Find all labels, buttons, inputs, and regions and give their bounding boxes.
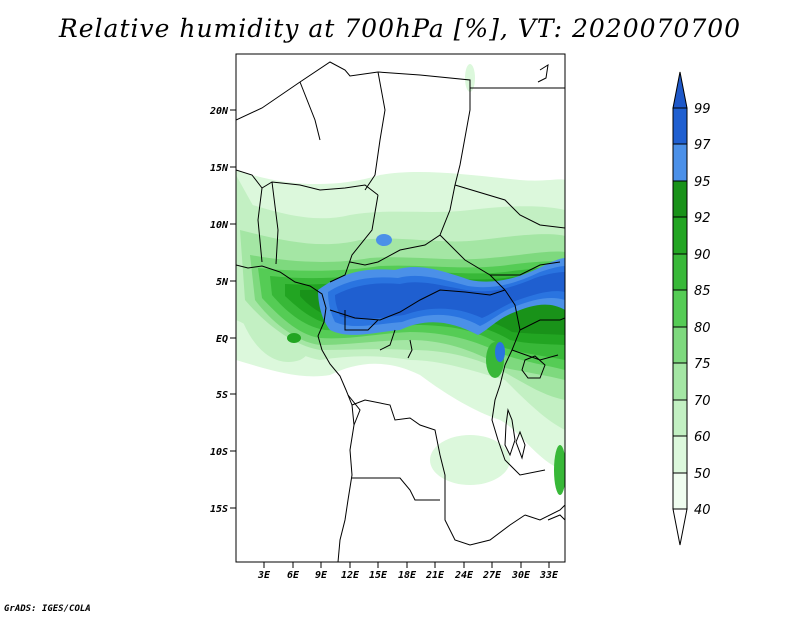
colorbar-bin-50-60 [672, 435, 688, 474]
lat-label-10s: 10S [210, 447, 228, 458]
lon-label-21e: 21E [425, 570, 445, 581]
map-title: Relative humidity at 700hPa [%], VT: 202… [58, 14, 742, 43]
lon-label-15e: 15E [369, 570, 388, 581]
colorbar-bin-95-97 [672, 143, 688, 182]
colorbar-label-97: 97 [694, 138, 711, 153]
lon-label-6e: 6E [287, 570, 300, 581]
lon-label-3e: 3E [257, 570, 271, 581]
colorbar-label-40: 40 [694, 503, 711, 518]
colorbar-label-99: 99 [694, 102, 711, 117]
colorbar-bin-60-70 [672, 399, 688, 437]
colorbar-label-50: 50 [694, 467, 711, 482]
colorbar-labels: 99 97 95 92 90 85 80 75 70 60 50 40 [694, 102, 711, 518]
colorbar-bin-90-92 [672, 216, 688, 255]
lat-label-15n: 15N [210, 163, 229, 174]
colorbar-label-90: 90 [694, 248, 711, 263]
colorbar-label-85: 85 [694, 284, 711, 299]
colorbar-bin-85-90 [672, 253, 688, 291]
lat-label-eq: EQ [216, 334, 228, 345]
lon-label-33e: 33E [539, 570, 559, 581]
colorbar-label-80: 80 [694, 321, 711, 336]
longitude-axis: 3E 6E 9E 12E 15E 18E 21E 24E 27E 30E 33E [257, 562, 559, 581]
colorbar-label-70: 70 [694, 394, 711, 409]
lat-label-10n: 10N [210, 220, 229, 231]
lon-label-18e: 18E [398, 570, 417, 581]
colorbar-bin-75-80 [672, 326, 688, 364]
colorbar [672, 71, 688, 546]
lat-label-15s: 15S [210, 504, 228, 515]
colorbar-bin-40-50 [672, 472, 688, 510]
colorbar-bin-70-75 [672, 362, 688, 401]
map-frame [235, 53, 566, 563]
lon-label-30e: 30E [511, 570, 531, 581]
lon-label-9e: 9E [315, 570, 328, 581]
lon-label-27e: 27E [482, 570, 502, 581]
colorbar-bin-80-85 [672, 289, 688, 328]
colorbar-top-arrow [672, 71, 688, 109]
humidity-field [236, 64, 565, 495]
colorbar-label-60: 60 [694, 430, 711, 445]
lon-label-24e: 24E [454, 570, 474, 581]
colorbar-bottom-arrow [672, 508, 688, 546]
country-borders [236, 61, 565, 562]
colorbar-label-75: 75 [694, 357, 711, 372]
colorbar-bin-92-95 [672, 180, 688, 218]
colorbar-bin-97-99 [672, 107, 688, 145]
colorbar-label-92: 92 [694, 211, 711, 226]
lat-label-5s: 5S [216, 390, 228, 401]
lon-label-12e: 12E [341, 570, 360, 581]
colorbar-label-95: 95 [694, 175, 711, 190]
lat-label-20n: 20N [209, 106, 229, 117]
latitude-axis: 20N 15N 10N 5N EQ 5S 10S 15S [209, 106, 236, 515]
grads-credit: GrADS: IGES/COLA [4, 604, 91, 614]
lat-label-5n: 5N [216, 277, 229, 288]
